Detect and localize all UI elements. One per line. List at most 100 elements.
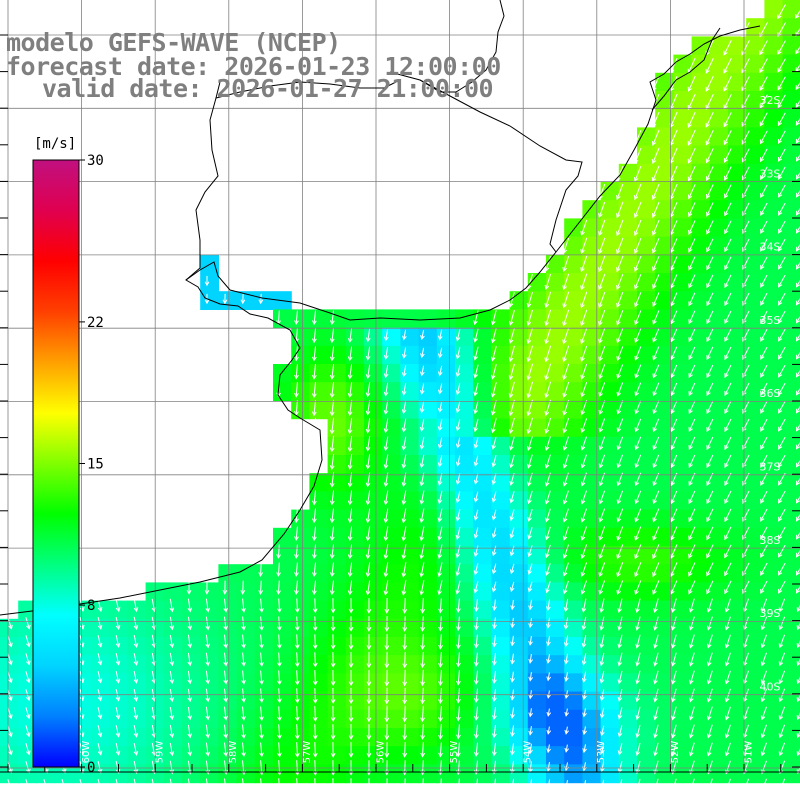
wind-arrow <box>277 616 282 632</box>
wind-arrow <box>474 616 479 631</box>
wind-speed-cell <box>455 418 474 438</box>
wind-speed-cell <box>345 455 365 474</box>
wind-arrow <box>312 778 318 794</box>
wind-speed-cell <box>691 163 711 183</box>
wind-arrow <box>688 418 696 433</box>
wind-speed-cell <box>564 364 583 383</box>
wind-arrow <box>688 256 696 271</box>
wind-speed-cell <box>382 509 401 529</box>
wind-speed-cell <box>746 491 765 511</box>
wind-speed-cell <box>382 582 401 602</box>
wind-speed-cell <box>455 436 474 456</box>
wind-speed-cell <box>327 382 347 401</box>
wind-arrow <box>312 364 317 380</box>
wind-arrow <box>312 328 317 344</box>
wind-speed-cell <box>600 382 620 401</box>
wind-speed-cell <box>600 546 620 565</box>
wind-arrow <box>652 364 660 379</box>
wind-arrow <box>347 346 353 362</box>
wind-speed-cell <box>291 709 310 729</box>
wind-arrow <box>437 490 443 505</box>
wind-arrow <box>241 706 246 721</box>
wind-arrow <box>366 723 372 741</box>
wind-speed-cell <box>436 564 456 583</box>
wind-arrow <box>778 508 786 522</box>
wind-speed-cell <box>473 473 492 492</box>
wind-speed-cell <box>182 582 201 602</box>
wind-arrow <box>329 364 335 380</box>
wind-arrow <box>187 616 193 631</box>
wind-speed-cell <box>637 618 656 638</box>
wind-arrow <box>456 634 461 650</box>
wind-speed-cell <box>691 127 711 147</box>
wind-arrow <box>582 726 587 736</box>
wind-speed-cell <box>309 546 329 565</box>
wind-arrow <box>760 238 768 252</box>
wind-speed-cell <box>764 382 784 401</box>
wind-arrow <box>420 742 426 758</box>
wind-arrow <box>598 562 606 578</box>
wind-speed-cell <box>637 254 656 274</box>
wind-arrow <box>653 724 659 739</box>
wind-arrow <box>348 598 354 614</box>
wind-arrow <box>562 436 569 451</box>
wind-speed-cell <box>782 400 800 420</box>
wind-speed-cell <box>455 582 474 602</box>
wind-arrow <box>438 652 443 668</box>
wind-speed-cell <box>18 746 37 765</box>
wind-speed-cell <box>691 746 711 765</box>
wind-speed-cell <box>382 382 401 401</box>
forecast-date: forecast date: 2026-01-23 12:00:00 <box>6 52 501 81</box>
wind-speed-cell <box>345 691 365 711</box>
wind-speed-cell <box>400 564 420 583</box>
wind-speed-cell <box>618 382 638 401</box>
wind-arrow <box>187 634 193 649</box>
wind-arrow <box>778 544 786 558</box>
wind-speed-cell <box>746 746 765 765</box>
wind-arrow <box>330 724 336 740</box>
wind-speed-cell <box>637 527 656 547</box>
wind-speed-cell <box>382 546 401 565</box>
wind-speed-cell <box>509 655 529 674</box>
wind-arrow <box>671 652 677 667</box>
wind-speed-cell <box>691 564 711 583</box>
wind-arrow <box>634 219 642 237</box>
wind-arrow <box>778 742 786 757</box>
wind-speed-cell <box>673 546 693 565</box>
wind-arrow <box>546 726 552 735</box>
wind-speed-cell <box>782 637 800 656</box>
wind-arrow <box>760 778 767 793</box>
wind-arrow <box>383 490 389 506</box>
wind-speed-cell <box>491 655 511 674</box>
wind-speed-cell <box>418 418 438 438</box>
wind-arrow <box>169 706 175 721</box>
wind-speed-cell <box>273 728 292 747</box>
wind-arrow <box>582 708 587 718</box>
wind-speed-cell <box>109 746 128 765</box>
wind-arrow <box>616 382 624 397</box>
wind-arrow <box>312 598 318 614</box>
wind-speed-cell <box>309 582 329 602</box>
wind-speed-cell <box>618 546 638 565</box>
wind-arrow <box>724 418 732 432</box>
wind-arrow <box>688 292 696 307</box>
wind-arrow <box>508 327 515 344</box>
wind-arrow <box>689 652 695 667</box>
wind-arrow <box>634 165 642 183</box>
wind-speed-cell <box>509 436 529 456</box>
wind-arrow <box>580 526 587 541</box>
wind-speed-cell <box>637 418 656 438</box>
wind-arrow <box>760 598 768 613</box>
wind-arrow <box>438 669 443 687</box>
wind-speed-cell <box>91 691 110 711</box>
wind-arrow <box>580 418 588 434</box>
wind-speed-cell <box>473 382 492 401</box>
wind-speed-cell <box>436 582 456 602</box>
wind-speed-cell <box>673 182 693 201</box>
wind-speed-cell <box>655 91 674 110</box>
wind-speed-cell <box>509 564 529 583</box>
wind-arrow <box>115 707 121 720</box>
wind-speed-cell <box>345 746 365 765</box>
wind-speed-cell <box>728 527 747 547</box>
wind-speed-cell <box>691 236 711 256</box>
